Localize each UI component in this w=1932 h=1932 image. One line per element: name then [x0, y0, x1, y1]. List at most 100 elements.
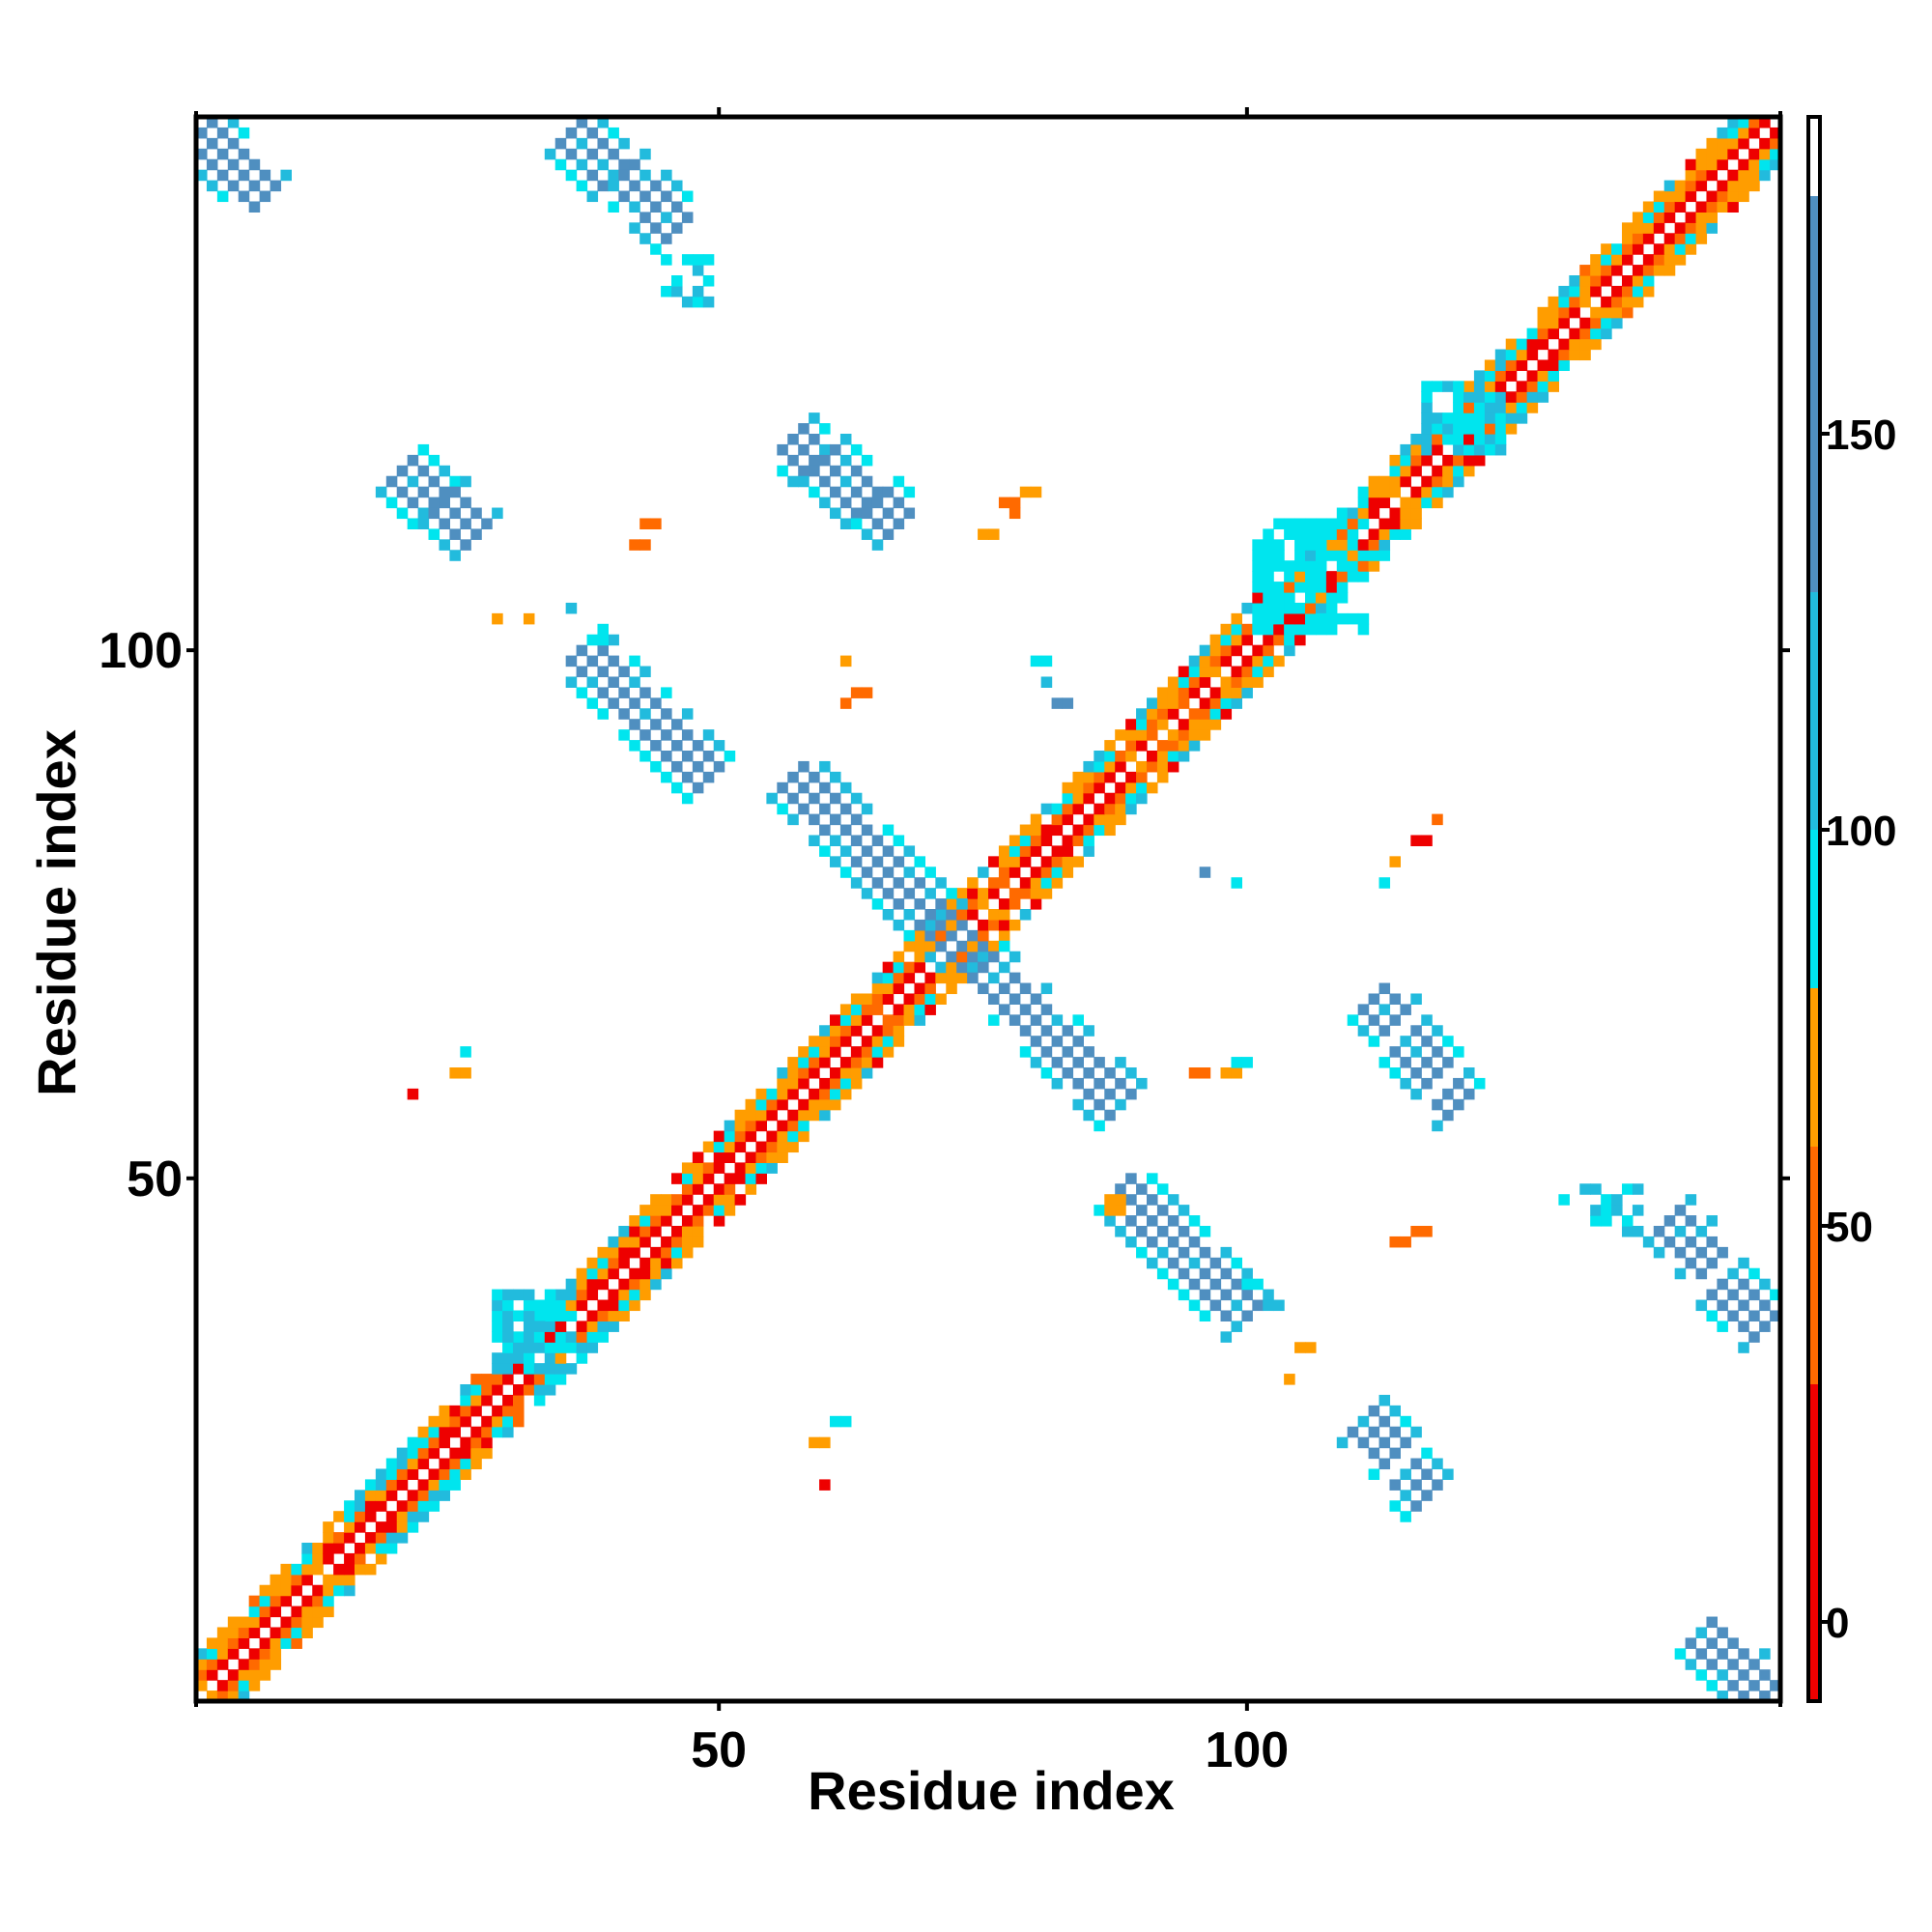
- heatmap-cell: [1642, 233, 1655, 244]
- heatmap-cell: [1378, 1415, 1391, 1428]
- heatmap-cell: [586, 697, 599, 709]
- heatmap-cell: [1473, 1077, 1486, 1090]
- heatmap-cell: [1611, 265, 1623, 276]
- heatmap-cell: [1357, 518, 1370, 529]
- heatmap-cell: [1685, 1257, 1697, 1269]
- heatmap-cell: [576, 1267, 588, 1280]
- heatmap-cell: [502, 1394, 514, 1406]
- heatmap-cell: [470, 1394, 482, 1406]
- heatmap-cell: [1378, 528, 1391, 540]
- heatmap-cell: [565, 1331, 578, 1343]
- heatmap-cell: [819, 1436, 831, 1449]
- heatmap-cell: [1284, 612, 1295, 625]
- heatmap-cell: [1167, 1257, 1179, 1269]
- heatmap-cell: [1442, 412, 1454, 424]
- heatmap-cell: [1463, 423, 1475, 435]
- heatmap-cell: [850, 1025, 863, 1037]
- heatmap-cell: [1040, 888, 1053, 899]
- heatmap-cell: [1136, 1077, 1148, 1090]
- heatmap-cell: [1030, 898, 1042, 910]
- heatmap-cell: [1347, 560, 1359, 572]
- heatmap-cell: [1104, 813, 1116, 826]
- heatmap-cell: [565, 1363, 578, 1375]
- heatmap-cell: [375, 1532, 387, 1544]
- heatmap-cell: [344, 1563, 355, 1576]
- heatmap-cell: [1453, 454, 1464, 467]
- heatmap-cell: [766, 1088, 778, 1100]
- heatmap-cell: [1040, 824, 1053, 837]
- heatmap-cell: [903, 929, 916, 942]
- heatmap-cell: [1463, 454, 1475, 467]
- heatmap-cell: [1748, 1331, 1760, 1343]
- heatmap-cell: [1410, 1025, 1422, 1037]
- heatmap-cell: [428, 1426, 440, 1438]
- heatmap-cell: [861, 507, 873, 520]
- heatmap-cell: [608, 1299, 619, 1312]
- heatmap-cell: [1526, 381, 1539, 392]
- heatmap-cell: [639, 212, 651, 223]
- heatmap-cell: [819, 845, 831, 857]
- heatmap-cell: [1104, 771, 1116, 783]
- heatmap-cell: [1209, 687, 1222, 698]
- heatmap-cell: [523, 1363, 535, 1375]
- heatmap-cell: [1220, 1289, 1233, 1301]
- heatmap-cell: [1695, 1648, 1708, 1660]
- heatmap-cell: [1062, 856, 1074, 867]
- heatmap-cell: [850, 835, 863, 846]
- heatmap-cell: [544, 1310, 556, 1321]
- heatmap-cell: [639, 1278, 651, 1291]
- heatmap-cell: [1442, 1109, 1454, 1122]
- heatmap-cell: [777, 1088, 788, 1100]
- heatmap-cell: [608, 127, 619, 139]
- heatmap-cell: [1410, 1088, 1422, 1100]
- heatmap-cell: [1273, 1299, 1285, 1312]
- heatmap-cell: [1421, 497, 1433, 509]
- heatmap-cell: [586, 1310, 599, 1321]
- heatmap-cell: [1115, 781, 1126, 794]
- heatmap-cell: [280, 1616, 292, 1629]
- heatmap-cell: [850, 518, 863, 529]
- heatmap-cell: [1178, 697, 1190, 709]
- heatmap-cell: [565, 1278, 578, 1291]
- heatmap-cell: [460, 1458, 471, 1470]
- heatmap-cell: [1674, 1267, 1687, 1280]
- heatmap-cell: [861, 1067, 873, 1079]
- heatmap-cell: [385, 1511, 398, 1522]
- heatmap-cell: [914, 940, 925, 952]
- heatmap-cell: [661, 751, 672, 762]
- heatmap-cell: [1432, 1120, 1443, 1132]
- heatmap-cell: [407, 1468, 419, 1480]
- heatmap-cell: [428, 1415, 440, 1428]
- heatmap-cell: [460, 1067, 471, 1079]
- heatmap-cell: [713, 1205, 725, 1216]
- heatmap-cell: [724, 1173, 736, 1184]
- heatmap-cell: [734, 1109, 747, 1122]
- heatmap-cell: [1357, 560, 1370, 572]
- heatmap-cell: [1601, 327, 1612, 340]
- heatmap-cell: [1009, 972, 1021, 984]
- heatmap-cell: [1727, 169, 1739, 182]
- heatmap-cell: [1421, 486, 1433, 498]
- heatmap-cell: [681, 254, 694, 266]
- heatmap-cell: [481, 1426, 493, 1438]
- heatmap-cell: [1263, 528, 1274, 540]
- heatmap-cell: [1695, 169, 1708, 182]
- heatmap-cell: [1178, 676, 1190, 688]
- heatmap-cell: [1463, 434, 1475, 445]
- heatmap-cell: [1094, 1057, 1105, 1068]
- heatmap-cell: [1432, 1067, 1443, 1079]
- heatmap-cell: [259, 190, 271, 203]
- heatmap-cell: [1305, 623, 1317, 636]
- heatmap-cell: [280, 1563, 292, 1576]
- heatmap-cell: [702, 1205, 715, 1216]
- heatmap-cell: [1241, 1289, 1253, 1301]
- heatmap-cell: [1389, 856, 1401, 867]
- heatmap-cell: [671, 781, 683, 794]
- heatmap-cell: [1622, 285, 1634, 298]
- heatmap-cell: [1505, 349, 1518, 361]
- colorbar-tick-label: 100: [1826, 808, 1896, 855]
- heatmap-cell: [1263, 592, 1274, 604]
- heatmap-cell: [1294, 550, 1306, 561]
- heatmap-cell: [1717, 158, 1728, 171]
- heatmap-cell: [988, 919, 1000, 931]
